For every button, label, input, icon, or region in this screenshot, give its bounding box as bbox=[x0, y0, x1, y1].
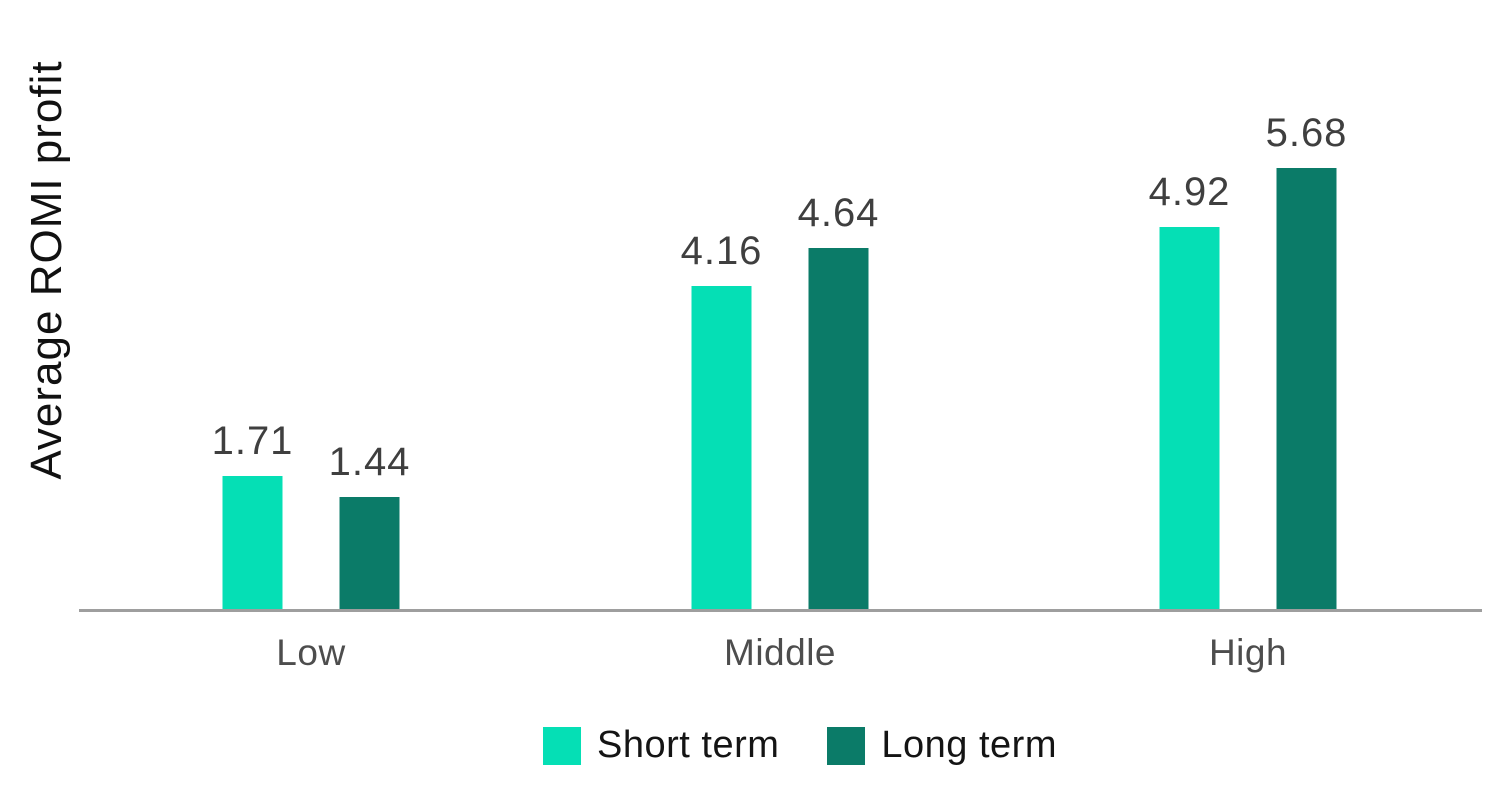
bar-long-term-low bbox=[339, 497, 400, 609]
category-label-low: Low bbox=[276, 632, 346, 673]
bar-long-term-middle bbox=[808, 248, 869, 609]
bar-column: 4.16 bbox=[681, 229, 761, 609]
legend-item-long-term: Long term bbox=[827, 724, 1057, 767]
bar-value-label: 5.68 bbox=[1265, 111, 1348, 155]
bar-group-high: 4.92 5.68 bbox=[1149, 111, 1346, 609]
bar-short-term-middle bbox=[691, 286, 752, 609]
legend-item-short-term: Short term bbox=[543, 724, 779, 767]
bar-column: 4.92 bbox=[1149, 170, 1229, 609]
bar-short-term-low bbox=[222, 476, 283, 609]
y-axis-title: Average ROMI profit bbox=[22, 60, 71, 480]
bar-short-term-high bbox=[1159, 227, 1220, 609]
bar-value-label: 1.44 bbox=[328, 440, 411, 484]
bar-column: 4.64 bbox=[798, 191, 878, 609]
bar-column: 5.68 bbox=[1266, 111, 1346, 609]
bar-value-label: 1.71 bbox=[211, 419, 294, 463]
category-label-high: High bbox=[1208, 632, 1288, 673]
bar-value-label: 4.16 bbox=[680, 229, 763, 273]
bar-group-middle: 4.16 4.64 bbox=[681, 191, 878, 609]
legend-swatch-long-term bbox=[827, 726, 866, 765]
category-label-middle: Middle bbox=[724, 632, 836, 673]
legend-label: Long term bbox=[881, 724, 1057, 766]
bar-column: 1.71 bbox=[212, 419, 292, 609]
bar-column: 1.44 bbox=[329, 440, 409, 609]
legend-swatch-short-term bbox=[543, 726, 582, 765]
bar-value-label: 4.92 bbox=[1148, 170, 1231, 214]
bar-value-label: 4.64 bbox=[797, 191, 880, 235]
legend: Short term Long term bbox=[543, 724, 1057, 767]
legend-label: Short term bbox=[597, 724, 780, 766]
plot-area: 1.71 1.44 4.16 4.64 4.92 bbox=[79, 0, 1482, 612]
bar-long-term-high bbox=[1276, 168, 1337, 609]
bar-group-low: 1.71 1.44 bbox=[212, 419, 409, 609]
